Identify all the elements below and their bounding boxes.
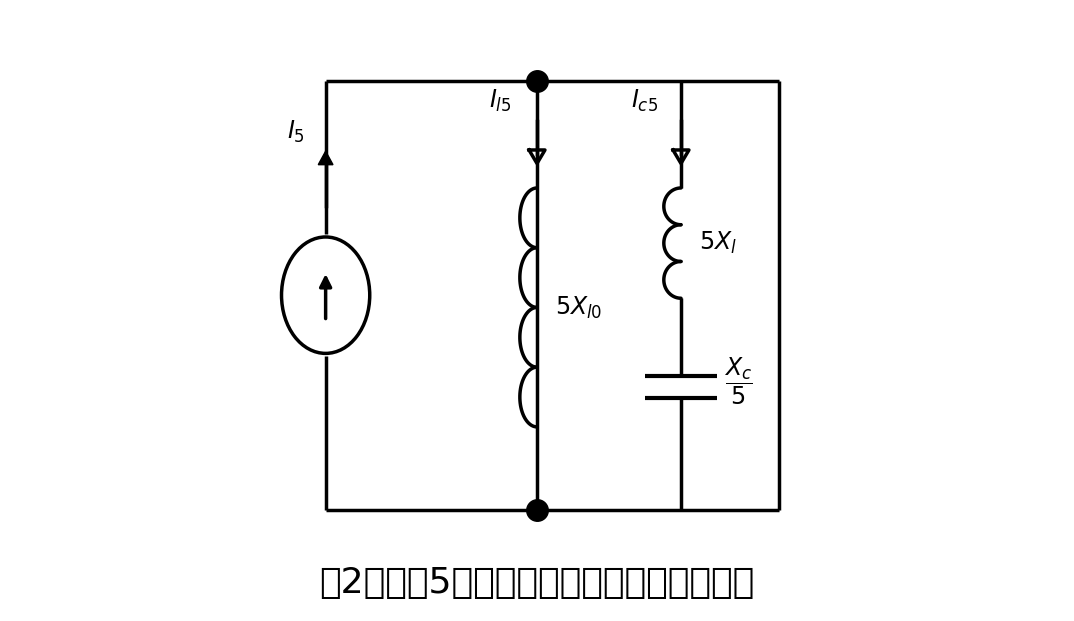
Point bbox=[528, 505, 546, 515]
Polygon shape bbox=[318, 151, 333, 165]
Text: 第2図　第5次高調波発生源による等価回路: 第2図 第5次高調波発生源による等価回路 bbox=[319, 566, 755, 600]
Text: $I_{c5}$: $I_{c5}$ bbox=[630, 88, 657, 114]
Text: $5X_l$: $5X_l$ bbox=[699, 230, 737, 256]
Point bbox=[528, 76, 546, 86]
Text: $I_{l5}$: $I_{l5}$ bbox=[489, 88, 511, 114]
Text: $5X_{l0}$: $5X_{l0}$ bbox=[555, 294, 603, 320]
Text: $I_5$: $I_5$ bbox=[287, 119, 305, 145]
Text: $\dfrac{X_c}{5}$: $\dfrac{X_c}{5}$ bbox=[724, 355, 753, 407]
